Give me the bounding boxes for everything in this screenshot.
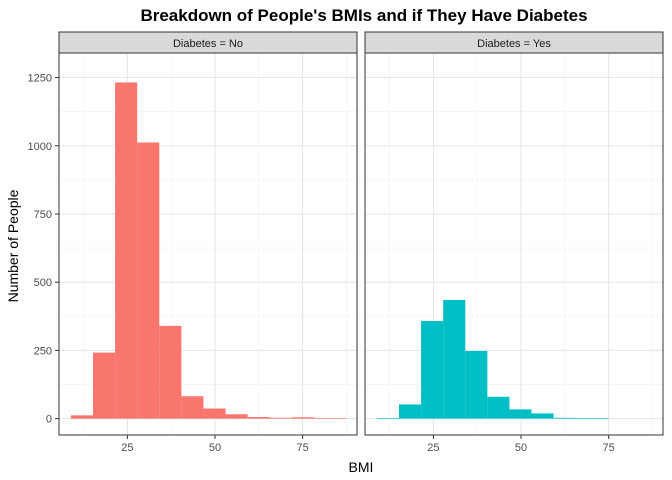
histogram-bar (399, 404, 422, 419)
y-tick-label: 0 (46, 414, 52, 426)
facet-strip (58, 31, 358, 54)
panel-background (365, 53, 663, 435)
histogram-bar (159, 325, 182, 419)
facet-panel-2: Diabetes = Yes (364, 31, 664, 436)
y-tick-label: 250 (34, 345, 52, 357)
histogram-bar (376, 418, 400, 419)
x-tick-label: 75 (297, 442, 309, 454)
histogram-bar (509, 409, 532, 419)
histogram-bar (291, 417, 314, 419)
histogram-bar (553, 417, 576, 419)
facet-strip-label: Diabetes = No (173, 38, 243, 50)
x-tick-label: 25 (121, 442, 133, 454)
y-tick-label: 1000 (28, 141, 52, 153)
histogram-bar (575, 418, 598, 419)
histogram-bar (421, 320, 444, 419)
x-tick-label: 75 (603, 442, 615, 454)
x-tick-label: 50 (515, 442, 527, 454)
histogram-bar (313, 418, 336, 419)
facet-strip-label: Diabetes = Yes (477, 38, 551, 50)
histogram-bar (115, 82, 138, 419)
x-tick-label: 50 (209, 442, 221, 454)
histogram-bar (137, 142, 160, 419)
facet-strip (364, 31, 664, 54)
y-axis: 0 250 500 750 1000 1250 (28, 73, 59, 426)
facet-panel-1: Diabetes = No (58, 31, 358, 436)
histogram-bar (93, 352, 116, 419)
histogram-bar (203, 408, 226, 419)
x-axis: 25 50 75 25 50 75 (121, 435, 615, 454)
x-axis-title: BMI (349, 459, 374, 475)
histogram-bar (70, 415, 94, 419)
y-tick-label: 500 (34, 277, 52, 289)
y-tick-label: 750 (34, 209, 52, 221)
histogram-bar (335, 418, 347, 419)
histogram-bar (465, 350, 488, 419)
y-tick-label: 1250 (28, 73, 52, 85)
histogram-bar (225, 414, 248, 419)
histogram-bar (597, 418, 609, 419)
chart-title: Breakdown of People's BMIs and if They H… (140, 6, 587, 25)
histogram-bar (487, 396, 510, 419)
x-tick-label: 25 (427, 442, 439, 454)
histogram-bar (269, 417, 292, 419)
histogram-bar (181, 396, 204, 419)
y-axis-title: Number of People (5, 189, 21, 302)
facet-panels: Diabetes = No Diabetes = Yes (58, 31, 664, 436)
histogram-bar (443, 299, 466, 419)
histogram-bar (247, 416, 270, 419)
histogram-bar (531, 413, 554, 419)
